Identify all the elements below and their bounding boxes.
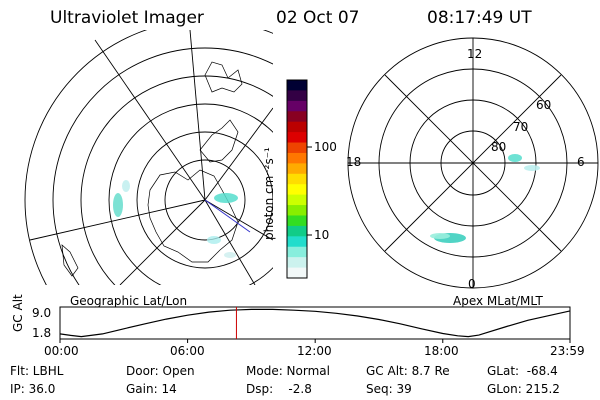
colorbar-stripe xyxy=(287,142,307,154)
colorbar-stripe xyxy=(287,225,307,237)
mlat-label: 60 xyxy=(536,98,552,112)
meridian xyxy=(29,199,206,241)
xtick-label: 00:00 xyxy=(44,344,79,358)
colorbar-stripe xyxy=(287,90,307,102)
gain-status: Gain: 14 xyxy=(126,382,177,396)
gc-alt-status: GC Alt: 8.7 Re xyxy=(366,364,450,378)
aurora-patch xyxy=(214,193,238,203)
left-map-label: Geographic Lat/Lon xyxy=(70,294,188,308)
coastline xyxy=(199,119,239,163)
mlt-diagonal xyxy=(384,74,562,252)
colorbar-stripe xyxy=(287,152,307,164)
colorbar-unit-label: photon cm⁻²s⁻¹ xyxy=(262,147,276,240)
xtick-label: 18:00 xyxy=(424,344,459,358)
colorbar-stripe xyxy=(287,121,307,133)
aurora-patch xyxy=(524,165,540,171)
mlat-ring-outer xyxy=(347,37,599,289)
chart-frame xyxy=(59,306,571,340)
meridian xyxy=(189,30,206,201)
mode-status: Mode: Normal xyxy=(246,364,330,378)
colorbar-stripe xyxy=(287,100,307,112)
lat-ring xyxy=(24,30,273,285)
aurora-patch xyxy=(113,193,123,217)
colorbar-stripe xyxy=(287,163,307,175)
lat-ring xyxy=(164,159,246,241)
coastline xyxy=(204,61,243,93)
lat-ring xyxy=(136,131,273,269)
mlt-label-noon: 12 xyxy=(467,47,483,61)
colorbar-tick-label: 100 xyxy=(314,140,337,154)
xtick-label: 06:00 xyxy=(170,344,205,358)
mlt-label-midnight: 0 xyxy=(468,277,476,291)
colorbar-stripe xyxy=(287,267,307,279)
aurora-patch xyxy=(434,233,466,243)
meridian xyxy=(204,199,256,285)
aurora-patch xyxy=(207,236,221,244)
right-map-label: Apex MLat/MLT xyxy=(453,294,543,308)
xtick-label: 23:59 xyxy=(550,344,585,358)
filter-status: Flt: LBHL xyxy=(10,364,64,378)
colorbar-stripe xyxy=(287,257,307,269)
date-label: 02 Oct 07 xyxy=(276,8,360,28)
colorbar-stripe xyxy=(287,236,307,248)
colorbar-stripe xyxy=(287,80,307,91)
app-title: Ultraviolet Imager xyxy=(50,8,204,28)
colorbar-stripe xyxy=(287,111,307,123)
ip-status: IP: 36.0 xyxy=(10,382,56,396)
aurora-patch xyxy=(430,233,450,239)
altitude-line xyxy=(59,308,571,338)
dsp-status: Dsp: -2.8 xyxy=(246,382,312,396)
colorbar-stripe xyxy=(287,132,307,144)
satellite-track xyxy=(204,199,251,233)
lat-ring xyxy=(80,75,273,285)
colorbar-tick-label: 10 xyxy=(314,228,330,242)
time-label: 08:17:49 UT xyxy=(427,8,532,28)
door-status: Door: Open xyxy=(126,364,195,378)
ytick-label: 9.0 xyxy=(32,306,52,320)
chart-ylabel: GC Alt xyxy=(11,294,25,332)
colorbar-stripe xyxy=(287,215,307,227)
glon-status: GLon: 215.2 xyxy=(487,382,560,396)
coastline xyxy=(61,244,79,277)
aurora-patch xyxy=(508,154,522,162)
coastline xyxy=(147,169,239,263)
meridian xyxy=(94,39,206,201)
colorbar-stripe xyxy=(287,205,307,216)
colorbar-stripe xyxy=(287,173,307,185)
mlt-diagonal xyxy=(384,74,562,252)
xtick-label: 12:00 xyxy=(297,344,332,358)
colorbar-stripe xyxy=(287,246,307,258)
glat-status: GLat: -68.4 xyxy=(487,364,558,378)
seq-status: Seq: 39 xyxy=(366,382,412,396)
mlt-label-dusk: 18 xyxy=(346,155,362,169)
mlat-label: 70 xyxy=(513,120,529,134)
colorbar-stripe xyxy=(287,184,307,196)
mlt-label-dawn: 6 xyxy=(577,155,585,169)
meridian xyxy=(119,199,206,285)
aurora-patch xyxy=(122,180,130,192)
colorbar-stripe xyxy=(287,194,307,206)
mlat-label: 80 xyxy=(491,140,507,154)
ytick-label: 1.8 xyxy=(32,326,52,340)
mlat-ring-70 xyxy=(409,99,537,227)
aurora-patch xyxy=(224,252,236,258)
